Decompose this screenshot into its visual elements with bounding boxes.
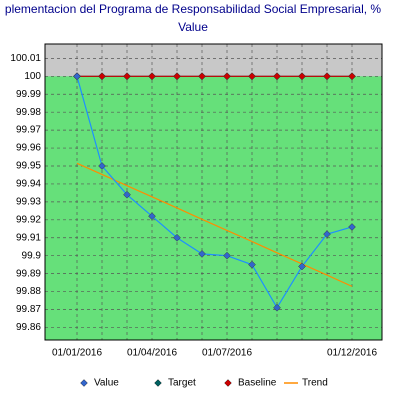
legend-label: Trend	[302, 378, 328, 389]
point	[73, 72, 81, 81]
point	[98, 162, 106, 170]
point	[198, 72, 206, 81]
legend-marker	[224, 379, 232, 387]
x-tick-label: 01/01/2016	[52, 348, 102, 359]
series-line	[76, 162, 353, 287]
x-tick-label: 01/07/2016	[202, 348, 252, 359]
point	[198, 250, 206, 258]
legend-label: Value	[94, 378, 119, 389]
point	[148, 212, 156, 221]
y-tick-label: 99.95	[16, 161, 41, 172]
point	[273, 72, 281, 81]
point	[298, 262, 306, 271]
y-tick-label: 99.98	[16, 107, 41, 118]
x-tick-label: 01/12/2016	[327, 348, 377, 359]
y-tick-label: 99.97	[16, 125, 41, 136]
baseline-area	[45, 76, 382, 341]
legend-marker	[154, 379, 162, 387]
chart-title: plementacion del Programa de Responsabil…	[5, 2, 382, 16]
y-tick-label: 99.89	[16, 268, 41, 279]
point	[298, 72, 306, 81]
chart-subtitle: Value	[178, 20, 208, 34]
point	[223, 251, 231, 260]
point	[248, 260, 256, 269]
y-tick-label: 99.96	[16, 143, 41, 154]
y-tick-label: 99.93	[16, 197, 41, 208]
point	[148, 72, 156, 81]
point	[323, 230, 331, 239]
point	[173, 233, 181, 242]
y-tick-label: 99.9	[22, 250, 42, 261]
point	[98, 72, 106, 81]
point	[323, 72, 331, 81]
y-tick-label: 99.92	[16, 214, 41, 225]
y-tick-label: 99.91	[16, 232, 41, 243]
legend-label: Baseline	[238, 378, 277, 389]
y-tick-label: 99.94	[16, 179, 41, 190]
y-tick-label: 99.87	[16, 304, 41, 315]
y-tick-label: 99.88	[16, 286, 41, 297]
y-tick-label: 100	[24, 71, 41, 82]
point	[123, 72, 131, 81]
point	[348, 223, 356, 231]
point	[273, 303, 281, 312]
x-tick-label: 01/04/2016	[127, 348, 177, 359]
y-tick-label: 99.86	[16, 322, 41, 333]
series-line	[76, 76, 353, 309]
point	[248, 72, 256, 81]
point	[223, 72, 231, 81]
y-tick-label: 99.99	[16, 89, 41, 100]
legend-label: Target	[168, 378, 196, 389]
point	[123, 190, 131, 199]
point	[173, 72, 181, 81]
plot-frame	[44, 43, 383, 341]
legend-marker	[80, 379, 88, 387]
y-tick-label: 100.01	[10, 53, 41, 64]
point	[348, 72, 356, 81]
